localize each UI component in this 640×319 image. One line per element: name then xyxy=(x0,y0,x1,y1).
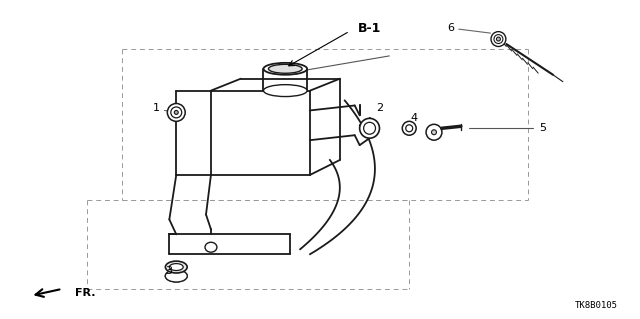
Text: 1: 1 xyxy=(153,103,160,114)
Ellipse shape xyxy=(165,270,187,282)
Ellipse shape xyxy=(360,118,380,138)
Ellipse shape xyxy=(165,261,187,273)
Ellipse shape xyxy=(497,37,500,41)
Ellipse shape xyxy=(174,110,179,115)
Ellipse shape xyxy=(264,85,307,97)
Text: 5: 5 xyxy=(540,123,547,133)
Ellipse shape xyxy=(403,121,416,135)
Text: TK8B0105: TK8B0105 xyxy=(574,301,618,310)
Ellipse shape xyxy=(364,122,376,134)
Ellipse shape xyxy=(170,263,183,271)
Text: FR.: FR. xyxy=(75,288,95,298)
Ellipse shape xyxy=(264,63,307,75)
Ellipse shape xyxy=(171,107,182,118)
Ellipse shape xyxy=(165,270,187,282)
Ellipse shape xyxy=(431,130,436,135)
Ellipse shape xyxy=(167,103,185,121)
Ellipse shape xyxy=(268,64,302,73)
Ellipse shape xyxy=(406,125,413,132)
Text: 4: 4 xyxy=(411,113,418,123)
Text: 6: 6 xyxy=(447,23,454,33)
Ellipse shape xyxy=(205,242,217,252)
Text: 3: 3 xyxy=(165,266,172,276)
Text: 2: 2 xyxy=(376,103,383,114)
Ellipse shape xyxy=(426,124,442,140)
Ellipse shape xyxy=(494,34,503,43)
Text: B-1: B-1 xyxy=(358,22,381,35)
Ellipse shape xyxy=(491,32,506,47)
